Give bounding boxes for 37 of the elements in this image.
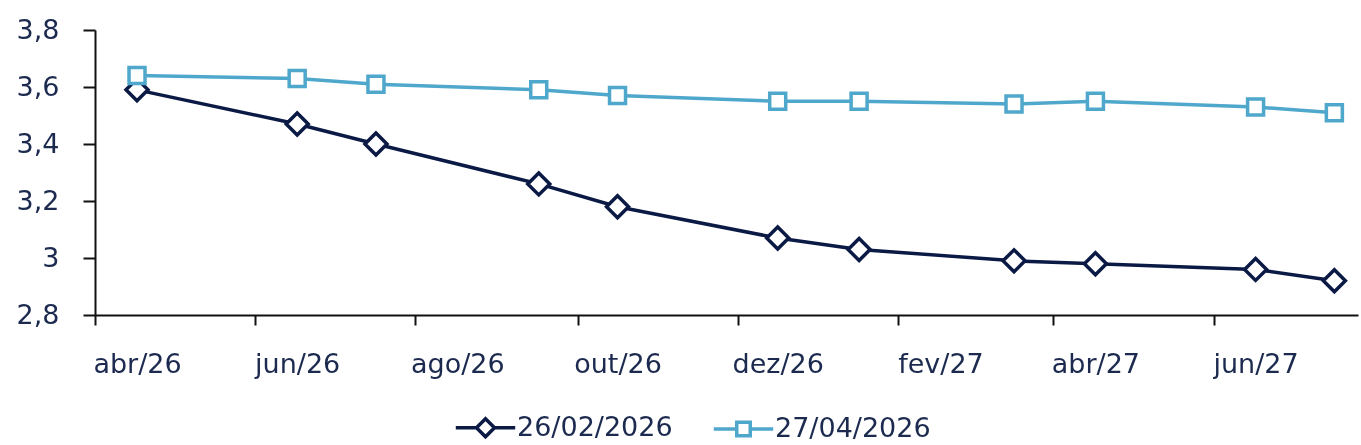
x-tick-label: out/26	[574, 347, 662, 379]
point	[1242, 256, 1269, 283]
x-tick-label: jun/26	[254, 347, 341, 379]
point	[366, 74, 386, 94]
point	[1001, 248, 1027, 274]
point	[287, 68, 307, 89]
point	[604, 193, 631, 220]
x-tick-label: ago/26	[411, 347, 505, 379]
legend-label: 26/02/2026	[517, 410, 673, 442]
point	[127, 65, 147, 86]
point	[1324, 102, 1345, 123]
x-tick-label: abr/26	[93, 347, 182, 379]
point	[1004, 94, 1024, 114]
point	[529, 80, 549, 100]
x-tick-label: abr/27	[1051, 347, 1141, 379]
point	[1321, 268, 1348, 294]
y-tick-label: 3,2	[16, 184, 60, 216]
y-tick-label: 2,8	[16, 298, 60, 330]
point	[764, 225, 791, 251]
x-tick-label: fev/27	[898, 347, 984, 379]
point	[607, 85, 628, 106]
y-tick-label: 3,8	[16, 13, 60, 45]
point	[1245, 97, 1266, 117]
point	[363, 131, 389, 157]
point	[846, 236, 872, 263]
y-tick-label: 3,4	[16, 127, 60, 159]
legend-label: 27/04/2026	[775, 411, 931, 443]
point	[526, 171, 552, 197]
point	[767, 91, 788, 111]
point	[1085, 91, 1106, 111]
point	[1082, 250, 1109, 277]
x-tick-label: dez/26	[732, 347, 824, 379]
x-tick-label: jun/27	[1212, 347, 1299, 379]
point	[849, 91, 869, 111]
y-tick-label: 3,6	[16, 70, 60, 102]
point	[284, 111, 310, 137]
y-tick-label: 3	[42, 241, 60, 273]
